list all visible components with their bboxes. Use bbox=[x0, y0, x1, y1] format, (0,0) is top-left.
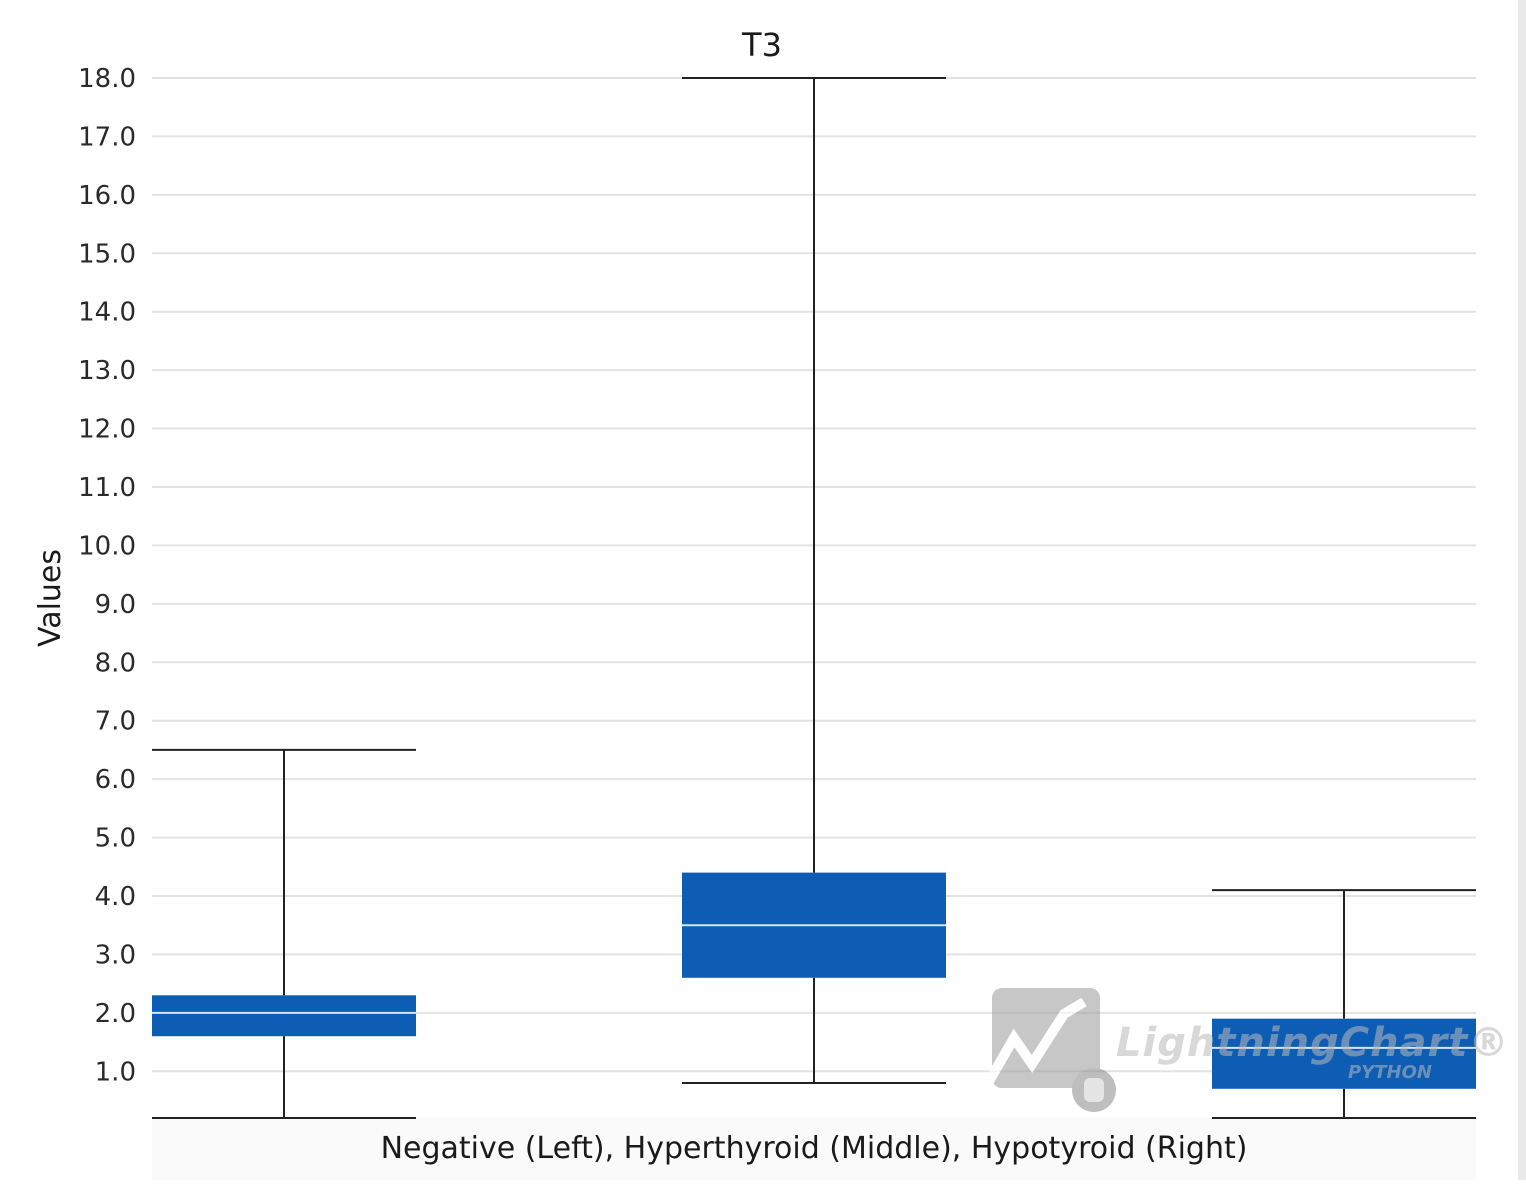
y-tick-label: 13.0 bbox=[78, 356, 136, 386]
y-tick-label: 14.0 bbox=[78, 298, 136, 328]
y-tick-label: 11.0 bbox=[78, 473, 136, 503]
y-tick-label: 1.0 bbox=[95, 1057, 136, 1087]
box-layer bbox=[152, 77, 1476, 1119]
box-iqr bbox=[152, 995, 416, 1037]
page-edge bbox=[1518, 0, 1526, 1196]
y-tick-label: 17.0 bbox=[78, 122, 136, 152]
chart-title: T3 bbox=[741, 26, 782, 64]
box-group bbox=[682, 77, 946, 1084]
box-group bbox=[1212, 889, 1476, 1119]
y-tick-label: 8.0 bbox=[95, 648, 136, 678]
y-tick-label: 4.0 bbox=[95, 882, 136, 912]
bottom-strip bbox=[0, 1180, 1526, 1196]
x-axis-title: Negative (Left), Hyperthyroid (Middle), … bbox=[381, 1131, 1248, 1166]
box-iqr bbox=[1212, 1018, 1476, 1089]
y-tick-label: 9.0 bbox=[95, 590, 136, 620]
x-axis-band bbox=[152, 1118, 1476, 1180]
y-tick-label: 5.0 bbox=[95, 824, 136, 854]
y-tick-label: 16.0 bbox=[78, 181, 136, 211]
y-tick-label: 7.0 bbox=[95, 707, 136, 737]
y-tick-label: 18.0 bbox=[78, 64, 136, 94]
box-group bbox=[152, 748, 416, 1119]
y-tick-label: 12.0 bbox=[78, 415, 136, 445]
y-tick-label: 2.0 bbox=[95, 999, 136, 1029]
y-tick-labels: 1.0 2.0 3.0 4.0 5.0 6.0 7.0 8.0 9.0 10.0 11.0 12.0 1… bbox=[78, 64, 136, 1087]
y-tick-label: 15.0 bbox=[78, 239, 136, 269]
y-tick-label: 3.0 bbox=[95, 940, 136, 970]
y-axis-title: Values bbox=[33, 549, 68, 647]
y-tick-label: 6.0 bbox=[95, 765, 136, 795]
y-tick-label: 10.0 bbox=[78, 531, 136, 561]
